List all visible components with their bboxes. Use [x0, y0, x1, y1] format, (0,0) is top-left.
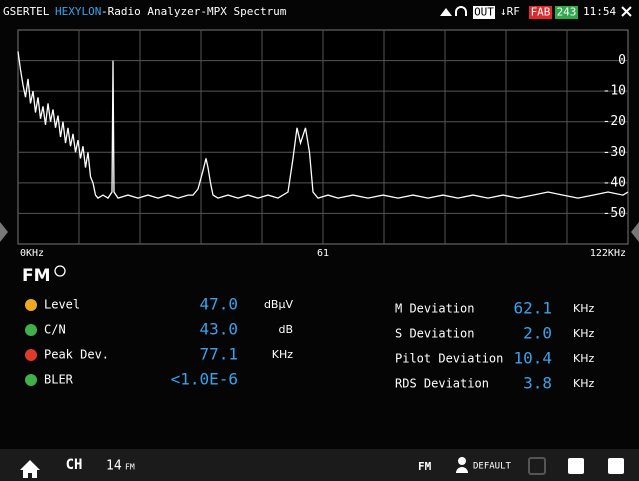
x-tick-label: 122KHz [590, 248, 626, 259]
y-tick-label: 0 [618, 53, 626, 68]
status-icon [25, 349, 37, 361]
row-label: RDS Deviation [395, 377, 489, 391]
status-icon [25, 299, 37, 311]
out-label: OUT [474, 6, 494, 19]
row-value: 43.0 [199, 320, 238, 339]
row-unit: KHz [573, 352, 594, 365]
user-icon [458, 457, 466, 465]
row-label: BLER [44, 373, 74, 387]
out-badge [473, 6, 495, 19]
channel-label: 243 [557, 6, 577, 19]
info-icon[interactable] [54, 265, 66, 277]
x-tick-label: 0KHz [20, 248, 44, 259]
panel-title: FM [22, 266, 51, 286]
row-label: Pilot Deviation [395, 352, 503, 366]
network-icon [440, 8, 452, 16]
left-tab[interactable] [0, 222, 8, 242]
fab-badge [529, 6, 552, 19]
y-tick-label: -50 [603, 206, 626, 221]
fab-label: FAB [531, 6, 551, 19]
row-value: 2.0 [523, 324, 552, 343]
y-tick-label: -30 [603, 145, 626, 160]
row-value: 62.1 [513, 299, 552, 318]
brand: GSERTEL [3, 5, 50, 18]
footer-mode: FM [418, 460, 432, 473]
row-value: 10.4 [513, 349, 552, 368]
profile[interactable]: DEFAULT [473, 462, 512, 472]
row-label: C/N [44, 323, 66, 337]
row-unit: dBµV [264, 298, 294, 311]
status-icon [25, 374, 37, 386]
row-label: S Deviation [395, 327, 474, 341]
ch-button[interactable]: CH [66, 457, 83, 473]
footer-channel: 14 [106, 459, 122, 474]
row-label: Peak Dev. [44, 348, 109, 362]
clock[interactable]: 11:54 [583, 5, 616, 18]
right-tab[interactable] [631, 222, 639, 242]
y-tick-label: -40 [603, 175, 626, 190]
row-unit: KHz [573, 377, 594, 390]
rf-label: ↓RF [500, 5, 520, 18]
save-as-button[interactable] [608, 458, 624, 474]
channel-badge [555, 6, 578, 19]
save-button[interactable] [568, 458, 584, 474]
product: HEXYLON [55, 5, 101, 18]
x-tick-label: 61 [317, 248, 329, 259]
row-unit: dB [278, 323, 293, 336]
row-unit: KHz [573, 327, 594, 340]
row-value: <1.0E-6 [171, 370, 238, 389]
row-label: M Deviation [395, 302, 474, 316]
close-button[interactable] [621, 6, 632, 17]
screen-name: -Radio Analyzer-MPX Spectrum [101, 5, 287, 18]
row-unit: KHz [272, 348, 293, 361]
footer-band: FM [125, 463, 135, 472]
status-icon [25, 324, 37, 336]
home-button[interactable] [20, 460, 40, 478]
row-unit: KHz [573, 302, 594, 315]
row-value: 3.8 [523, 374, 552, 393]
footer-bar [0, 449, 639, 481]
save-disabled [528, 457, 546, 475]
y-tick-label: -10 [603, 84, 626, 99]
row-value: 47.0 [199, 295, 238, 314]
row-value: 77.1 [199, 345, 238, 364]
spectrum-trace [17, 51, 629, 199]
row-label: Level [44, 298, 80, 312]
y-tick-label: -20 [603, 114, 626, 129]
headphone-icon [455, 6, 467, 16]
user-icon-body [456, 467, 468, 473]
